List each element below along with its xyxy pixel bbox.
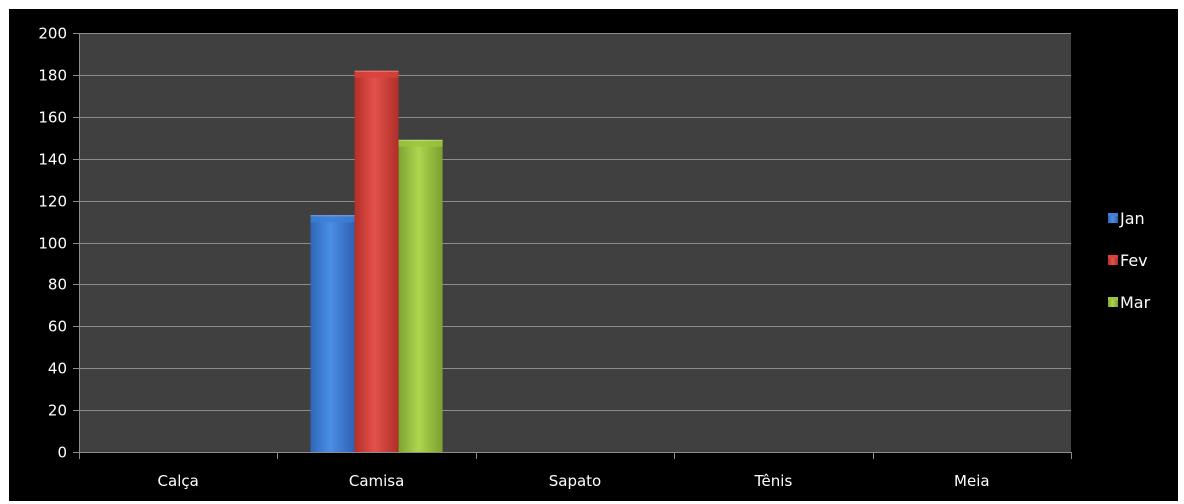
bar-jan-camisa <box>310 215 355 452</box>
x-tick-label: Sapato <box>549 472 602 490</box>
legend-item-mar: Mar <box>1108 293 1151 312</box>
bar-body <box>398 139 443 452</box>
gridlines <box>79 33 1071 411</box>
legend-label: Fev <box>1120 251 1148 270</box>
x-tick-label: Calça <box>158 472 199 490</box>
legend-item-fev: Fev <box>1108 251 1148 270</box>
y-tick-label: 200 <box>38 25 67 43</box>
legend-swatch <box>1108 297 1118 307</box>
x-tick-label: Tênis <box>754 472 793 490</box>
axes <box>73 33 1072 459</box>
bars <box>310 70 443 453</box>
bar-body <box>310 215 355 452</box>
bar-body <box>354 70 399 453</box>
legend-swatch-top <box>1108 255 1118 258</box>
legend-swatch <box>1108 213 1118 223</box>
bar-mar-camisa <box>398 139 443 452</box>
y-tick-label: 60 <box>48 318 67 336</box>
legend-label: Jan <box>1119 209 1145 228</box>
y-tick-label: 120 <box>38 193 67 211</box>
x-tick-label: Meia <box>954 472 990 490</box>
y-tick-label: 180 <box>38 67 67 85</box>
bar-fev-camisa <box>354 70 399 453</box>
bar-top-face <box>398 139 443 147</box>
legend-swatch-top <box>1108 213 1118 216</box>
y-tick-label: 160 <box>38 109 67 127</box>
bar-top-face <box>310 215 355 223</box>
y-tick-label: 100 <box>38 235 67 253</box>
bar-top-face <box>354 70 399 78</box>
y-tick-label: 0 <box>57 444 67 462</box>
legend-item-jan: Jan <box>1108 209 1145 228</box>
y-tick-label: 40 <box>48 360 67 378</box>
legend: Jan Fev Mar <box>1108 209 1151 312</box>
legend-label: Mar <box>1120 293 1151 312</box>
x-tick-label: Camisa <box>349 472 404 490</box>
y-tick-label: 80 <box>48 276 67 294</box>
y-tick-label: 140 <box>38 151 67 169</box>
legend-swatch <box>1108 255 1118 265</box>
plot-background <box>79 33 1071 452</box>
tick-labels: 0 20 40 60 80 100 120 140 160 180 200 Calça Camisa Sa… <box>38 25 989 491</box>
y-tick-label: 20 <box>48 402 67 420</box>
legend-swatch-top <box>1108 297 1118 300</box>
